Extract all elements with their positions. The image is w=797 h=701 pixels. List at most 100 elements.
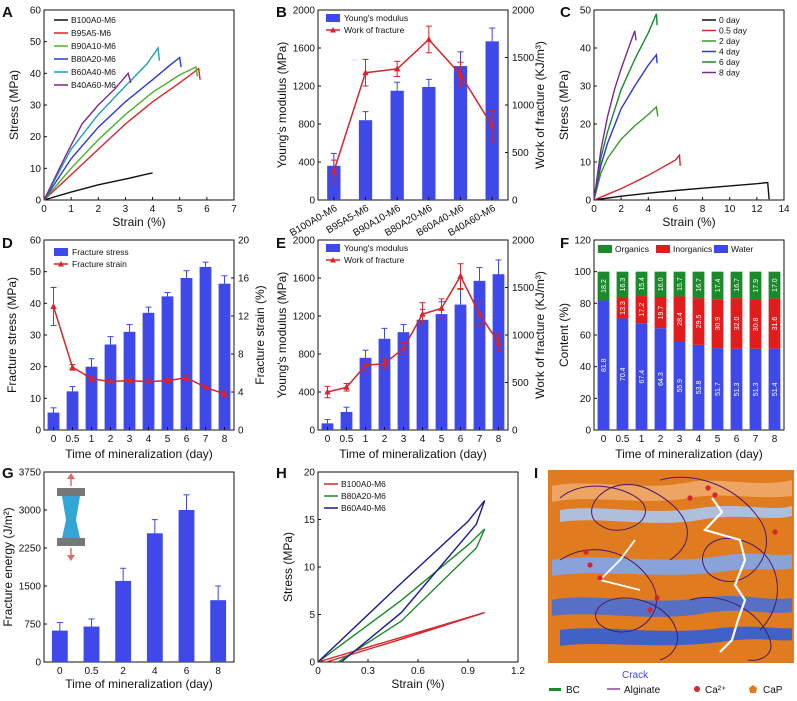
stack-segment <box>711 299 724 349</box>
stack-segment <box>749 271 762 301</box>
y-axis-label: Fracture stress (MPa) <box>5 277 19 393</box>
legend-swatch <box>326 244 340 252</box>
segment-label: 70.4 <box>620 367 627 381</box>
marker <box>183 374 190 381</box>
series-line-2 <box>43 65 199 201</box>
stack-segment <box>730 271 743 299</box>
series-line-3 <box>43 56 182 201</box>
x-tick-label: 5 <box>165 434 171 445</box>
legend-label: 0.5 day <box>719 26 748 36</box>
y-tick-label: 0 <box>309 658 315 669</box>
y-tick-label: 0 <box>35 426 41 437</box>
stack-segment <box>635 323 648 430</box>
segment-label: 17.9 <box>753 279 760 293</box>
y-tick-label: 0 <box>309 196 315 207</box>
y-tick-label: 10 <box>580 158 592 169</box>
plot-frame <box>43 471 235 663</box>
legend-label: 8 day <box>719 68 741 78</box>
y-tick-label: 1500 <box>19 582 42 593</box>
calcium-ion <box>647 607 653 613</box>
arrow-head-icon <box>67 473 75 479</box>
segment-label: 55.9 <box>677 379 684 393</box>
stack-segment <box>654 297 667 329</box>
marker <box>330 168 338 174</box>
y-axis-label: Fracture energy (J/m²) <box>1 507 15 626</box>
x-tick-label: 0.5 <box>66 434 80 445</box>
bar <box>218 283 231 430</box>
segment-label: 30.8 <box>753 317 760 331</box>
x-tick-label: 6 <box>734 434 740 445</box>
y-tick-label: 1600 <box>293 44 316 55</box>
y-tick-label: 3750 <box>19 468 42 479</box>
marker <box>202 383 209 390</box>
alginate-chain <box>689 596 772 661</box>
marker <box>362 69 369 76</box>
legend-label: Work of fracture <box>344 25 405 35</box>
y2-tick-label: 4 <box>238 388 244 399</box>
x-tick-label: 2 <box>120 666 126 677</box>
segment-label: 18.2 <box>601 279 608 293</box>
marker <box>88 375 95 382</box>
series-line <box>333 38 493 172</box>
series-line-2 <box>593 105 659 201</box>
series-line-3 <box>593 52 658 201</box>
legend-label: Young's modulus <box>344 13 408 23</box>
marker <box>381 360 388 366</box>
y-axis-label: Stress (MPa) <box>281 532 295 602</box>
chart-a: 0 1 2 3 4 5 6 7 0 10 20 30 40 50 60 Strain (%) Stress (M… <box>7 6 237 230</box>
bc-layer <box>552 553 792 576</box>
x-tick-label: 5 <box>439 434 445 445</box>
y-tick-label: 0 <box>35 196 41 207</box>
bar <box>66 391 79 430</box>
legend-label: Inorganics <box>673 244 712 254</box>
y-tick-label: 80 <box>580 299 592 310</box>
crack-label: Crack <box>622 670 649 681</box>
bar <box>51 630 68 662</box>
stack-segment <box>597 271 610 301</box>
segment-label: 16.3 <box>620 278 627 292</box>
y-axis-label: Stress (MPa) <box>557 70 571 140</box>
y-tick-label: 20 <box>580 120 592 131</box>
x-axis-label: Strain (%) <box>112 215 165 229</box>
segment-label: 17.0 <box>772 278 779 292</box>
panel-label-c: C <box>560 4 571 21</box>
stack-segment <box>692 298 705 345</box>
bar <box>85 366 98 430</box>
segment-label: 51.4 <box>772 382 779 396</box>
y-tick-label: 10 <box>30 164 42 175</box>
bc-layer <box>560 506 792 523</box>
legend-swatch <box>54 248 68 256</box>
legend-label: Water <box>731 244 754 254</box>
bar <box>47 412 60 430</box>
segment-label: 29.5 <box>696 315 703 329</box>
legend-label: B100A0-M6 <box>71 15 116 25</box>
calcium-ion <box>705 485 711 491</box>
x-tick-label: 6 <box>204 204 210 215</box>
y2-tick-label: 1000 <box>512 101 535 112</box>
panel-label-a: A <box>2 4 13 21</box>
y-tick-label: 750 <box>24 620 41 631</box>
y2-tick-label: 16 <box>238 274 250 285</box>
panel-label-h: H <box>276 465 287 482</box>
marker <box>343 383 350 390</box>
x-tick-label: 8 <box>496 434 502 445</box>
marker <box>457 272 464 279</box>
grip-bottom <box>57 538 85 546</box>
stack-segment <box>654 271 667 297</box>
y-tick-label: 30 <box>30 101 42 112</box>
bar <box>492 274 505 430</box>
bar <box>359 357 372 430</box>
series-line-4 <box>593 13 658 201</box>
x-tick-label: 4 <box>420 434 426 445</box>
stack-segment <box>749 348 762 430</box>
segment-label: 17.4 <box>715 279 722 293</box>
y-tick-label: 60 <box>30 236 42 247</box>
series-line <box>327 274 500 393</box>
panel-label-i: I <box>534 465 538 482</box>
x-tick-label: 2 <box>382 434 388 445</box>
x-tick-label: 0.5 <box>616 434 630 445</box>
